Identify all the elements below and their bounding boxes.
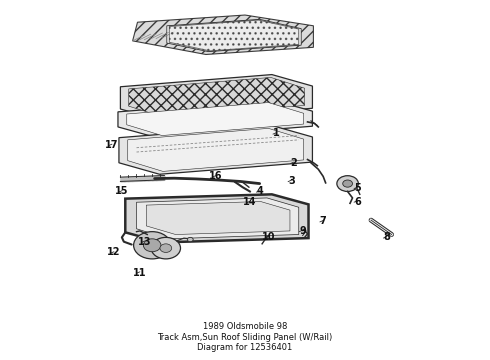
Text: 4: 4 [256,186,263,197]
Text: 12: 12 [107,247,121,257]
Polygon shape [127,103,304,135]
Polygon shape [121,75,313,121]
Circle shape [337,176,358,192]
Text: 5: 5 [354,183,361,193]
Polygon shape [129,77,305,117]
Text: 2: 2 [291,158,297,168]
Polygon shape [128,129,304,171]
Text: 15: 15 [115,186,128,197]
Text: 1989 Oldsmobile 98
Track Asm,Sun Roof Sliding Panel (W/Rail)
Diagram for 1253640: 1989 Oldsmobile 98 Track Asm,Sun Roof Sl… [157,322,333,352]
Polygon shape [167,19,301,51]
Text: 1: 1 [273,129,280,138]
Text: 16: 16 [209,171,222,181]
Polygon shape [147,202,290,234]
Text: 14: 14 [243,197,257,207]
Polygon shape [169,20,299,51]
Polygon shape [118,100,313,138]
Polygon shape [119,126,313,174]
Text: 11: 11 [133,267,147,278]
Circle shape [160,244,172,252]
Polygon shape [137,198,299,239]
Polygon shape [125,194,309,242]
Circle shape [151,237,180,259]
Text: 7: 7 [320,216,326,226]
Circle shape [134,231,171,259]
Polygon shape [133,15,314,54]
Circle shape [343,180,352,187]
Text: 17: 17 [105,140,119,150]
Text: 6: 6 [354,197,361,207]
Text: 3: 3 [288,176,295,186]
Text: 13: 13 [138,237,151,247]
Circle shape [144,239,161,252]
Text: 10: 10 [262,232,275,242]
Circle shape [187,237,193,242]
Text: 8: 8 [383,232,390,242]
Text: 9: 9 [299,226,306,236]
